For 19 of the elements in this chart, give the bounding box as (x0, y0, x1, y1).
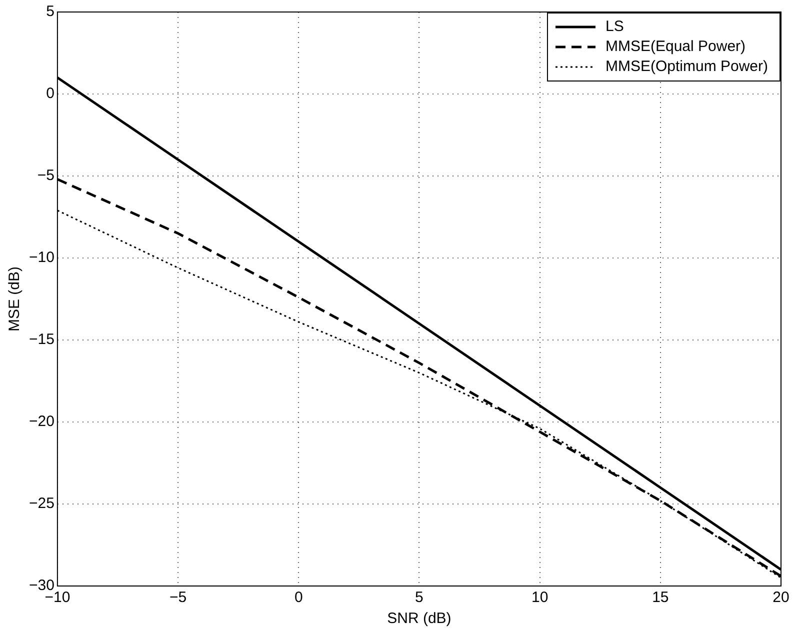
x-tick-label: 5 (415, 589, 424, 606)
y-tick-label: −30 (28, 577, 54, 594)
x-tick-label: 10 (531, 589, 548, 606)
x-axis-title: SNR (dB) (387, 610, 452, 628)
y-tick-label: −10 (28, 249, 54, 266)
y-tick-label: −5 (37, 167, 54, 184)
y-tick-label: 0 (46, 85, 54, 102)
legend-label: LS (605, 18, 624, 36)
y-tick-label: −15 (28, 331, 54, 348)
y-tick-label: −20 (28, 413, 54, 430)
x-tick-label: 0 (294, 589, 303, 606)
x-tick-label: 15 (652, 589, 669, 606)
y-axis-title: MSE (dB) (6, 266, 24, 332)
x-tick-label: −5 (169, 589, 187, 606)
x-tick-label: 20 (772, 589, 790, 606)
y-tick-label: 5 (46, 3, 54, 20)
legend-label: MMSE(Optimum Power) (605, 58, 768, 76)
y-tick-label: −25 (28, 495, 54, 512)
legend-label: MMSE(Equal Power) (605, 38, 746, 56)
